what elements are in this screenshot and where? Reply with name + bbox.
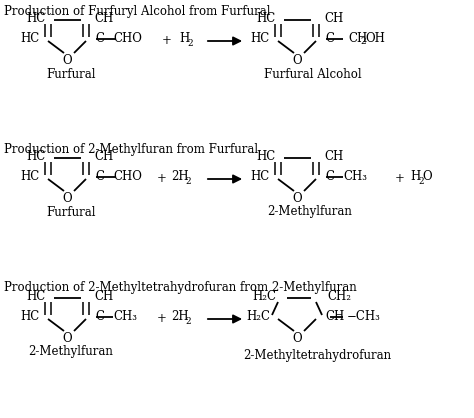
Text: C: C	[95, 311, 104, 324]
Text: CH: CH	[325, 311, 344, 324]
Text: H: H	[410, 171, 420, 184]
Text: Furfural Alcohol: Furfural Alcohol	[264, 67, 362, 81]
Text: Production of 2-Methylfuran from Furfural: Production of 2-Methylfuran from Furfura…	[4, 143, 258, 156]
Text: O: O	[62, 193, 72, 206]
Text: C: C	[95, 33, 104, 46]
Text: CH: CH	[348, 33, 367, 46]
Text: C: C	[325, 171, 334, 184]
Text: CHO: CHO	[114, 171, 143, 184]
Text: +: +	[395, 173, 405, 186]
Text: Furfural: Furfural	[46, 206, 96, 219]
Text: HC: HC	[27, 13, 46, 25]
Text: C: C	[95, 171, 104, 184]
Text: Production of Furfuryl Alcohol from Furfural: Production of Furfuryl Alcohol from Furf…	[4, 5, 271, 18]
Text: 2: 2	[185, 176, 191, 186]
Text: O: O	[292, 193, 302, 206]
Text: HC: HC	[21, 311, 40, 324]
Text: +: +	[157, 173, 167, 186]
Text: HC: HC	[21, 171, 40, 184]
Text: O: O	[62, 54, 72, 67]
Text: CH: CH	[94, 13, 113, 25]
Text: HC: HC	[251, 33, 270, 46]
Text: Furfural: Furfural	[46, 67, 96, 81]
Text: 2: 2	[360, 38, 365, 46]
Text: H₂C: H₂C	[246, 311, 270, 324]
Text: +: +	[162, 35, 172, 48]
Text: 2H: 2H	[171, 311, 189, 324]
Text: OH: OH	[365, 33, 385, 46]
Text: CH: CH	[94, 150, 113, 163]
Text: CH: CH	[324, 13, 343, 25]
Text: 2-Methyltetrahydrofuran: 2-Methyltetrahydrofuran	[243, 349, 391, 362]
Text: HC: HC	[27, 291, 46, 303]
Text: +: +	[157, 313, 167, 326]
Text: 2: 2	[185, 316, 191, 326]
Text: 2: 2	[418, 176, 424, 186]
Text: Production of 2-Methyltetrahydrofuran from 2-Methylfuran: Production of 2-Methyltetrahydrofuran fr…	[4, 281, 357, 294]
Text: C: C	[325, 33, 334, 46]
Text: H₂C: H₂C	[252, 291, 276, 303]
Text: CHO: CHO	[114, 33, 143, 46]
Text: HC: HC	[257, 13, 276, 25]
Text: HC: HC	[21, 33, 40, 46]
Text: HC: HC	[27, 150, 46, 163]
Text: O: O	[292, 332, 302, 346]
Text: CH: CH	[324, 150, 343, 163]
Text: CH₃: CH₃	[343, 171, 367, 184]
Text: H: H	[179, 33, 189, 46]
Text: CH: CH	[94, 291, 113, 303]
Text: O: O	[422, 171, 432, 184]
Text: O: O	[292, 54, 302, 67]
Text: 2H: 2H	[171, 171, 189, 184]
Text: O: O	[62, 332, 72, 346]
Text: 2: 2	[187, 38, 192, 48]
Text: HC: HC	[251, 171, 270, 184]
Text: 2-Methylfuran: 2-Methylfuran	[28, 346, 113, 359]
Text: −CH₃: −CH₃	[347, 311, 381, 324]
Text: CH₂: CH₂	[327, 291, 351, 303]
Text: HC: HC	[257, 150, 276, 163]
Text: CH₃: CH₃	[113, 311, 137, 324]
Text: 2-Methylfuran: 2-Methylfuran	[267, 206, 353, 219]
